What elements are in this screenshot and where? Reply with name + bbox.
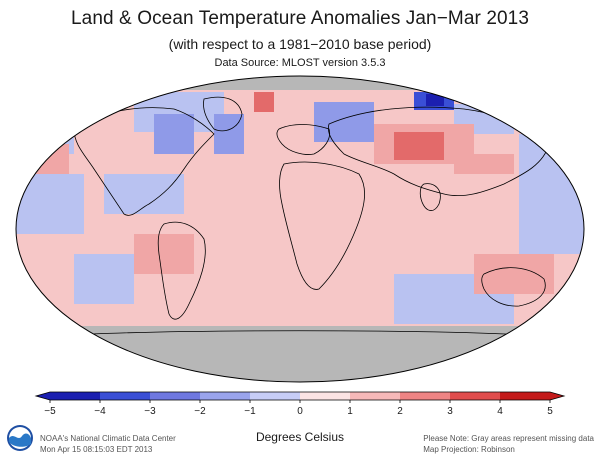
colorbar-segment xyxy=(200,392,251,400)
colorbar-segment xyxy=(400,392,451,400)
colorbar-segment xyxy=(150,392,201,400)
hot-patches xyxy=(254,92,444,160)
land-outlines xyxy=(53,96,550,337)
data-source: Data Source: MLOST version 3.5.3 xyxy=(214,57,386,69)
colorbar-segment xyxy=(250,392,301,400)
colorbar-segment xyxy=(50,392,101,400)
colorbar-tick-label: −5 xyxy=(44,406,56,417)
noaa-logo xyxy=(7,425,33,451)
colorbar-tick-label: 0 xyxy=(297,406,303,417)
colorbar-segment xyxy=(350,392,401,400)
globe-outline xyxy=(15,75,585,383)
colorbar-tick-label: −3 xyxy=(144,406,156,417)
colorbar-arrow-right xyxy=(550,392,564,400)
missing-data-note: Please Note: Gray areas represent missin… xyxy=(423,434,594,443)
cool-patches-strong xyxy=(154,102,374,154)
colorbar-segment xyxy=(300,392,351,400)
colorbar-tick-label: 2 xyxy=(397,406,403,417)
colorbar-tick-label: −4 xyxy=(94,406,106,417)
projection-note: Map Projection: Robinson xyxy=(423,445,515,454)
page-title: Land & Ocean Temperature Anomalies Jan−M… xyxy=(71,8,529,29)
colorbar-tick-label: −1 xyxy=(244,406,256,417)
colorbar-tick-label: −2 xyxy=(194,406,206,417)
colorbar-segment xyxy=(450,392,501,400)
colorbar: −5 −4 −3 −2 −1 0 1 2 3 4 5 xyxy=(34,391,566,417)
footer-right: Please Note: Gray areas represent missin… xyxy=(423,433,594,455)
colorbar-tick-label: 5 xyxy=(547,406,553,417)
colorbar-segment xyxy=(100,392,151,400)
timestamp: Mon Apr 15 08:15:03 EDT 2013 xyxy=(40,445,153,454)
missing-band-antarctic xyxy=(16,326,584,382)
ncdc-credit: NOAA's National Climatic Data Center xyxy=(40,434,176,443)
colorbar-arrow-left xyxy=(36,392,50,400)
colorbar-tick-label: 1 xyxy=(347,406,353,417)
footer-left: NOAA's National Climatic Data Center Mon… xyxy=(40,433,176,455)
world-anomaly-map xyxy=(15,75,585,383)
colorbar-label: Degrees Celsius xyxy=(255,430,345,444)
cold-core-deep xyxy=(426,94,444,106)
page-subtitle: (with respect to a 1981−2010 base period… xyxy=(168,36,432,52)
colorbar-tick-label: 4 xyxy=(497,406,503,417)
colorbar-tick-label: 3 xyxy=(447,406,453,417)
colorbar-segment xyxy=(500,392,551,400)
